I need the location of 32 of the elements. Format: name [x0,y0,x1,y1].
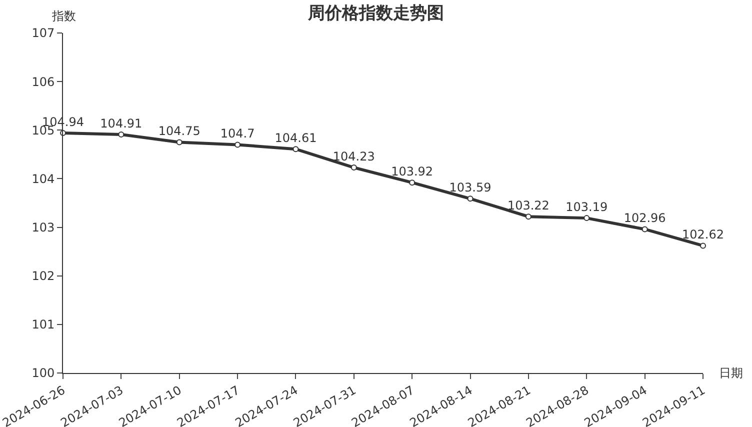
y-axis-title: 指数 [51,9,76,23]
x-axis-title: 日期 [719,366,743,380]
data-label: 104.75 [158,124,200,138]
data-label: 104.91 [100,116,142,130]
data-label: 104.7 [220,126,255,141]
y-tick-label: 101 [32,318,55,332]
data-label: 103.92 [391,164,434,178]
point [409,180,416,186]
point [525,214,532,220]
data-label: 104.23 [332,149,375,164]
y-tick-label: 102 [32,269,55,284]
point [642,226,648,232]
data-label: 103.22 [507,198,550,212]
chart-title: 周价格指数走势图 [307,3,444,24]
data-label: 102.96 [624,211,666,226]
y-tick-label: 103 [32,220,55,234]
y-tick-label: 106 [32,74,55,89]
point [176,139,182,146]
point [700,242,706,249]
y-tick-label: 104 [32,172,55,186]
point [350,164,357,171]
point [234,142,241,148]
point [467,196,474,202]
point [292,146,299,152]
data-label: 103.59 [449,180,492,195]
y-tick-label: 100 [32,366,55,380]
data-label: 104.61 [274,130,317,145]
point [118,132,124,138]
data-label: 102.62 [682,228,724,242]
data-label: 103.19 [566,200,608,214]
y-tick-label: 107 [32,26,55,40]
point [584,215,590,222]
